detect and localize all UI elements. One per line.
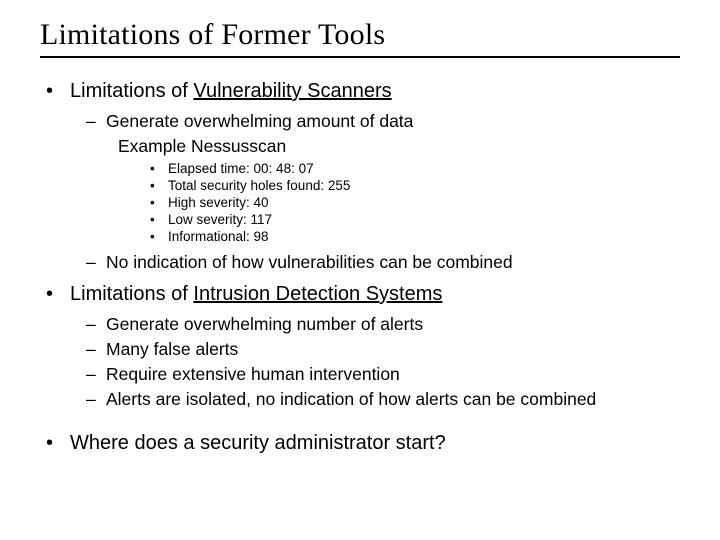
subbullet-text: Generate overwhelming amount of data: [106, 111, 413, 132]
subbullet-false-alerts: – Many false alerts: [86, 339, 680, 360]
detail-text: Low severity: 117: [168, 212, 272, 227]
bullet-icon: •: [150, 195, 168, 210]
example-label: Example Nessusscan: [118, 136, 680, 157]
detail-row: • Informational: 98: [150, 229, 680, 244]
bullet-text: Limitations of Vulnerability Scanners: [70, 80, 392, 103]
slide-title: Limitations of Former Tools: [40, 18, 680, 58]
bullet-icon: •: [46, 80, 70, 103]
subbullet-overwhelm-data: – Generate overwhelming amount of data: [86, 111, 680, 132]
subbullet-isolated: – Alerts are isolated, no indication of …: [86, 389, 680, 410]
detail-row: • Elapsed time: 00: 48: 07: [150, 161, 680, 176]
bullet-text: Limitations of Intrusion Detection Syste…: [70, 283, 442, 306]
slide: Limitations of Former Tools • Limitation…: [0, 0, 720, 540]
detail-row: • High severity: 40: [150, 195, 680, 210]
dash-icon: –: [86, 364, 106, 385]
underlined-term: Vulnerability Scanners: [193, 80, 391, 102]
subbullet-text: Many false alerts: [106, 339, 238, 360]
dash-icon: –: [86, 111, 106, 132]
bullet-text: Where does a security administrator star…: [70, 432, 446, 455]
subbullet-no-combine: – No indication of how vulnerabilities c…: [86, 252, 680, 273]
detail-row: • Low severity: 117: [150, 212, 680, 227]
detail-text: Informational: 98: [168, 229, 269, 244]
dash-icon: –: [86, 252, 106, 273]
bullet-icon: •: [150, 229, 168, 244]
dash-icon: –: [86, 339, 106, 360]
subbullet-human: – Require extensive human intervention: [86, 364, 680, 385]
bullet-ids: • Limitations of Intrusion Detection Sys…: [46, 283, 680, 306]
subbullet-text: Require extensive human intervention: [106, 364, 400, 385]
bullet-icon: •: [150, 178, 168, 193]
detail-text: Elapsed time: 00: 48: 07: [168, 161, 314, 176]
underlined-term: Intrusion Detection Systems: [193, 283, 442, 305]
dash-icon: –: [86, 314, 106, 335]
bullet-icon: •: [150, 161, 168, 176]
detail-text: High severity: 40: [168, 195, 269, 210]
bullet-icon: •: [46, 283, 70, 306]
bullet-icon: •: [150, 212, 168, 227]
bullet-vuln-scanners: • Limitations of Vulnerability Scanners: [46, 80, 680, 103]
detail-text: Total security holes found: 255: [168, 178, 350, 193]
subbullet-text: Alerts are isolated, no indication of ho…: [106, 389, 596, 410]
subbullet-text: Generate overwhelming number of alerts: [106, 314, 423, 335]
bullet-where-start: • Where does a security administrator st…: [46, 432, 680, 455]
subbullet-text: No indication of how vulnerabilities can…: [106, 252, 513, 273]
bullet-icon: •: [46, 432, 70, 455]
subbullet-alerts: – Generate overwhelming number of alerts: [86, 314, 680, 335]
dash-icon: –: [86, 389, 106, 410]
detail-row: • Total security holes found: 255: [150, 178, 680, 193]
